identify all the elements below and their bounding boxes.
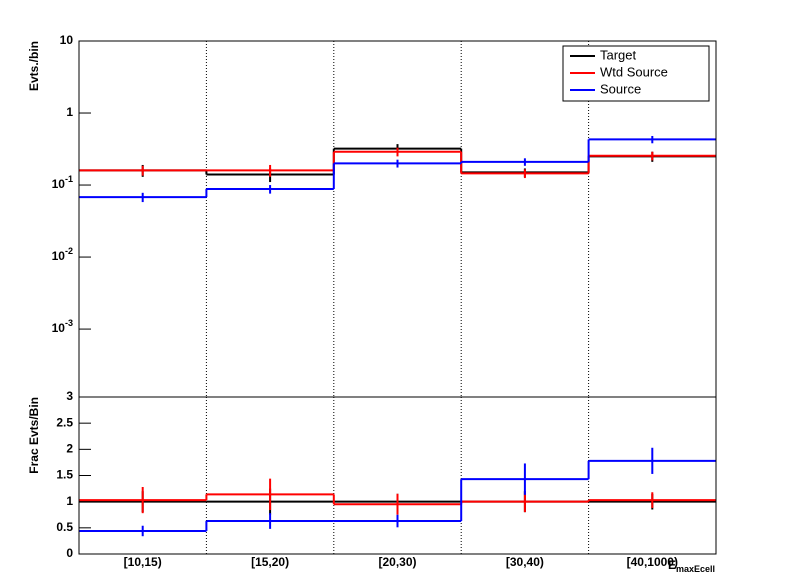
y-tick-label: 10 — [60, 33, 74, 47]
tick-base: 10 — [52, 321, 66, 335]
tick-exp: -3 — [65, 318, 73, 328]
y-tick-label: 3 — [66, 389, 73, 403]
x-tick-label: [40,1000) — [627, 555, 678, 569]
y-tick-label: 10-1 — [52, 174, 73, 191]
tick-base: 10 — [52, 249, 66, 263]
legend-label: Target — [600, 47, 637, 62]
tick-exp: -1 — [65, 174, 73, 184]
legend-label: Wtd Source — [600, 64, 668, 79]
y-tick-label: 0 — [66, 546, 73, 560]
y-axis-label: Evts./bin — [27, 41, 41, 91]
tick-exp: -2 — [65, 246, 73, 256]
x-tick-label: [20,30) — [378, 555, 416, 569]
y-tick-label: 1.5 — [56, 468, 73, 482]
x-tick-label: [10,15) — [124, 555, 162, 569]
y-tick-label: 1 — [66, 105, 73, 119]
label-base: E — [668, 558, 676, 572]
y-tick-label: 2.5 — [56, 415, 73, 429]
legend-label: Source — [600, 81, 641, 96]
label-sub: maxEcell — [676, 564, 715, 572]
tick-base: 10 — [52, 177, 66, 191]
y-tick-label: 10-3 — [52, 318, 73, 335]
plot-frame — [78, 396, 717, 555]
y-axis-label: Frac Evts/Bin — [27, 397, 41, 474]
y-tick-label: 2 — [66, 442, 73, 456]
x-axis-label: EmaxEcell — [668, 558, 715, 572]
y-tick-label: 1 — [66, 494, 73, 508]
x-tick-label: [30,40) — [506, 555, 544, 569]
y-tick-label: 0.5 — [56, 520, 73, 534]
x-tick-label: [15,20) — [251, 555, 289, 569]
y-tick-label: 10-2 — [52, 246, 73, 263]
